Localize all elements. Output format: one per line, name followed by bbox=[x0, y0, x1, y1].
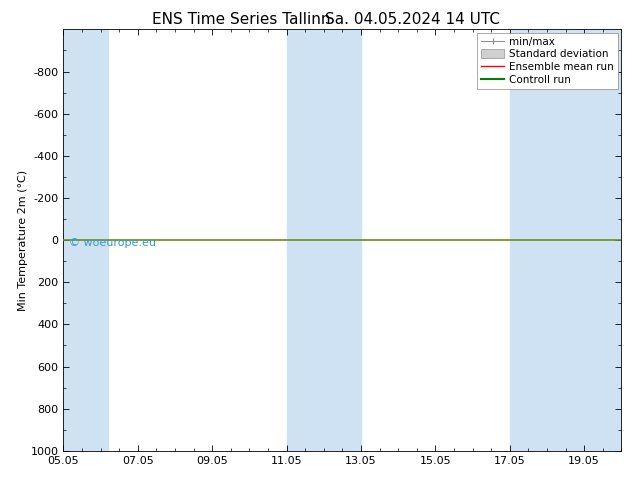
Legend: min/max, Standard deviation, Ensemble mean run, Controll run: min/max, Standard deviation, Ensemble me… bbox=[477, 32, 618, 89]
Y-axis label: Min Temperature 2m (°C): Min Temperature 2m (°C) bbox=[18, 170, 28, 311]
Bar bbox=[63, 29, 108, 451]
Text: ENS Time Series Tallinn: ENS Time Series Tallinn bbox=[152, 12, 330, 27]
Bar bbox=[287, 29, 361, 451]
Text: Sa. 04.05.2024 14 UTC: Sa. 04.05.2024 14 UTC bbox=[325, 12, 500, 27]
Text: © woeurope.eu: © woeurope.eu bbox=[69, 238, 156, 248]
Bar bbox=[510, 29, 621, 451]
